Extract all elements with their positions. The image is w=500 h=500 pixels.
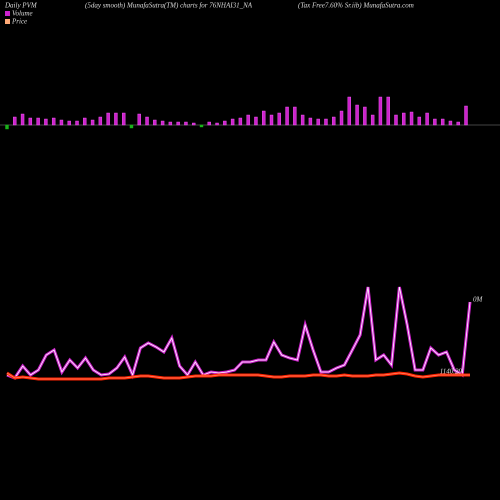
volume-bar: [402, 112, 406, 126]
volume-bar: [114, 112, 118, 126]
volume-bar: [425, 112, 429, 126]
volume-bar: [308, 117, 313, 126]
volume-bar: [207, 121, 211, 126]
volume-bar: [106, 112, 110, 126]
volume-bar: [238, 117, 243, 126]
volume-bar: [59, 119, 64, 126]
chart-title: Daily PVM: [4, 2, 38, 10]
volume-bar: [339, 110, 344, 126]
volume-bar: [433, 118, 437, 126]
volume-bar: [168, 121, 173, 126]
volume-bar: [409, 111, 414, 126]
volume-bar: [153, 119, 157, 126]
legend-swatch: [5, 19, 10, 24]
volume-bar: [28, 117, 33, 126]
line: [6, 372, 470, 380]
volume-bar: [129, 124, 134, 129]
annotation: 0M: [473, 296, 484, 304]
volume-bar: [90, 119, 95, 126]
volume-bar: [160, 120, 165, 126]
source: (Tax Free7.60% Sr.iib) MunafaSutra.com: [298, 2, 414, 10]
volume-bar: [347, 96, 352, 126]
volume-bar: [386, 96, 390, 126]
volume-bar: [5, 124, 9, 130]
volume-bar: [137, 113, 141, 126]
volume-bar: [192, 122, 196, 126]
volume-bar: [262, 110, 266, 126]
line: [6, 286, 471, 379]
legend-label: Price: [11, 18, 27, 26]
volume-bar: [464, 105, 468, 126]
volume-bar: [98, 116, 103, 126]
volume-bar: [223, 120, 227, 126]
legend-swatch: [5, 11, 10, 16]
volume-bar: [184, 121, 188, 126]
legend-label: Volume: [12, 10, 33, 18]
volume-bar: [285, 106, 289, 126]
volume-bar: [83, 117, 87, 126]
volume-bar: [277, 112, 281, 126]
volume-bar: [230, 118, 235, 126]
volume-bar: [44, 118, 48, 126]
volume-bar: [370, 114, 375, 126]
volume-bar: [36, 117, 40, 126]
annotation: 1140.29: [440, 368, 463, 376]
volume-bar: [332, 116, 336, 126]
volume-bar: [246, 114, 250, 126]
volume-bar: [215, 122, 219, 126]
volume-bar: [51, 117, 56, 126]
line-glow: [6, 371, 470, 381]
volume-bar: [363, 106, 367, 126]
volume-bar: [355, 104, 359, 126]
volume-bar: [293, 106, 297, 126]
volume-bar: [121, 112, 126, 126]
volume-bar: [324, 118, 328, 126]
volume-bar: [378, 96, 383, 126]
volume-bar: [199, 124, 204, 128]
volume-bar: [300, 114, 305, 126]
volume-bar: [316, 118, 320, 126]
volume-bar: [456, 121, 460, 126]
volume-bar: [75, 120, 79, 126]
volume-bar: [448, 120, 453, 126]
volume-bar: [20, 113, 25, 126]
line-glow: [6, 286, 472, 380]
volume-bar: [13, 116, 17, 126]
volume-bar: [269, 114, 274, 126]
volume-bar: [254, 116, 258, 126]
volume-bar: [417, 116, 422, 126]
volume-bar: [394, 114, 398, 126]
volume-bar: [176, 121, 180, 126]
chart-subtitle: (5day smooth) MunafaSutra(TM) charts for…: [85, 2, 253, 10]
volume-bar: [440, 118, 445, 126]
volume-bar: [67, 120, 71, 126]
volume-bar: [145, 116, 149, 126]
